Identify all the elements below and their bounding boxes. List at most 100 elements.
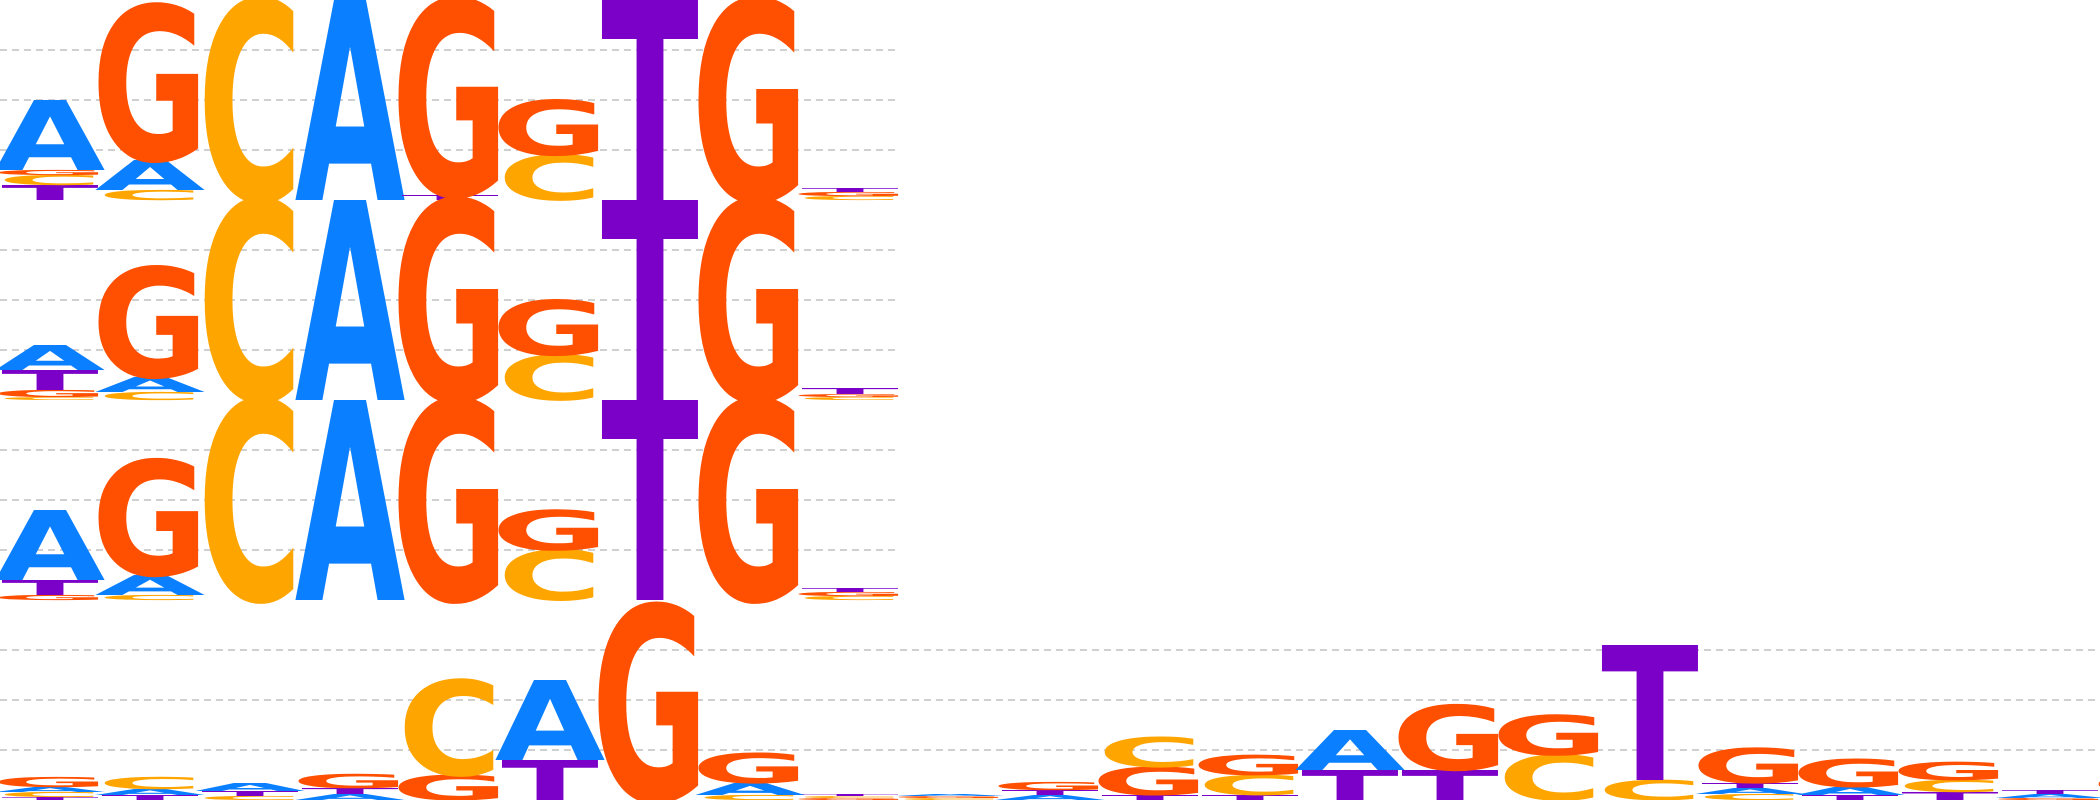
- logo-column-7: G: [591, 552, 708, 800]
- logo-letter-a: A: [295, 792, 406, 800]
- logo-letter-g: G: [391, 0, 508, 259]
- logo-letter-a: A: [0, 339, 105, 379]
- logo-column-20: TCG: [1891, 757, 2008, 800]
- logo-letter-g: G: [1391, 688, 1508, 792]
- logo-letter-c: C: [198, 0, 303, 265]
- logo-column-4: A: [295, 145, 406, 465]
- logo-letter-g: G: [1691, 739, 1808, 795]
- logo-column-5: TG: [391, 0, 508, 259]
- logo-letter-a: A: [0, 81, 105, 193]
- logo-letter-c: C: [798, 396, 903, 401]
- logo-letter-c: C: [98, 594, 203, 602]
- logo-column-7: T: [601, 345, 698, 665]
- logo-column-5: G: [391, 345, 508, 665]
- logo-letter-g: G: [491, 285, 608, 373]
- logo-letter-t: T: [601, 145, 698, 465]
- logo-letter-g: G: [1891, 757, 2008, 786]
- logo-column-12: TGC: [1091, 729, 1208, 800]
- logo-column-15: TG: [1391, 688, 1508, 800]
- logo-letter-a: A: [95, 152, 206, 200]
- logo-letter-a: A: [0, 786, 105, 794]
- logo-column-2: CAG: [91, 237, 208, 413]
- logo-column-14: TA: [1295, 719, 1406, 800]
- logo-letter-t: T: [801, 386, 898, 396]
- logo-letter-t: T: [1901, 790, 1998, 800]
- logo-letter-c: C: [698, 794, 803, 800]
- logo-letter-g: G: [691, 745, 808, 793]
- logo-letter-c: C: [0, 791, 102, 799]
- logo-letter-g: G: [791, 591, 908, 597]
- logo-column-7: T: [601, 145, 698, 465]
- logo-letter-t: T: [601, 345, 698, 665]
- logo-letter-c: C: [1898, 777, 2003, 796]
- logo-letter-g: G: [891, 795, 1008, 798]
- logo-letter-g: G: [791, 797, 908, 800]
- logo-column-2: CAG: [91, 429, 208, 612]
- logo-letter-t: T: [1201, 794, 1298, 800]
- logo-letter-g: G: [0, 388, 109, 399]
- logo-column-22: ATG: [2091, 770, 2100, 800]
- logo-letter-c: C: [0, 396, 102, 401]
- logo-column-5: GC: [391, 655, 508, 800]
- logo-letter-a: A: [1295, 719, 1406, 783]
- logo-letter-a: A: [95, 570, 206, 602]
- logo-letter-t: T: [1801, 794, 1898, 800]
- logo-column-19: TAG: [1791, 751, 1908, 800]
- logo-letter-c: C: [798, 595, 903, 601]
- logo-column-13: TCG: [1191, 750, 1308, 800]
- logo-letter-c: C: [1098, 729, 1203, 777]
- logo-letter-g: G: [91, 0, 208, 210]
- logo-letter-c: C: [98, 187, 203, 203]
- logo-letter-g: G: [1491, 704, 1608, 768]
- logo-letter-c: C: [798, 795, 903, 798]
- logo-letter-c: C: [1198, 770, 1303, 800]
- logo-letter-t: T: [801, 587, 899, 593]
- logo-letter-t: T: [1001, 789, 1098, 797]
- logo-letter-a: A: [495, 659, 606, 787]
- logo-letter-t: T: [1, 181, 99, 205]
- logo-letter-a: A: [1995, 793, 2100, 799]
- logo-letter-t: T: [501, 749, 599, 800]
- logo-letter-a: A: [2095, 797, 2100, 800]
- logo-column-6: CG: [491, 85, 608, 215]
- logo-column-9: GCT: [791, 793, 908, 800]
- logo-letter-g: G: [691, 145, 808, 465]
- logo-letter-g: G: [0, 774, 109, 790]
- logo-letter-t: T: [801, 793, 899, 796]
- logo-letter-t: T: [1, 576, 99, 600]
- logo-letter-g: G: [591, 552, 708, 800]
- logo-column-7: T: [601, 0, 698, 265]
- logo-column-2: TAC: [95, 774, 206, 800]
- logo-letter-g: G: [391, 769, 508, 800]
- logo-column-9: CGT: [791, 187, 908, 201]
- logo-letter-a: A: [95, 373, 206, 397]
- logo-letter-g: G: [1791, 751, 1908, 796]
- logo-letter-a: A: [295, 145, 406, 465]
- logo-letter-t: T: [201, 790, 298, 798]
- logo-letter-a: A: [1695, 786, 1806, 796]
- logo-column-11: ATG: [991, 780, 1108, 800]
- logo-letter-a: A: [695, 780, 806, 799]
- logo-letter-a: A: [295, 345, 406, 665]
- logo-letter-t: T: [1701, 782, 1798, 790]
- logo-column-8: G: [691, 345, 808, 665]
- logo-column-6: TA: [495, 659, 606, 800]
- logo-letter-c: C: [198, 345, 303, 665]
- logo-column-8: G: [691, 145, 808, 465]
- logo-letter-g: G: [91, 429, 208, 612]
- logo-letter-a: A: [295, 0, 406, 265]
- logo-letter-c: C: [198, 795, 303, 800]
- logo-letter-g: G: [1991, 797, 2100, 800]
- logo-letter-g: G: [791, 191, 908, 197]
- logo-letter-g: G: [0, 169, 109, 177]
- logo-letter-g: G: [391, 145, 508, 465]
- logo-column-8: CAG: [691, 745, 808, 800]
- logo-letter-t: T: [401, 194, 498, 202]
- logo-letter-a: A: [995, 794, 1106, 800]
- logo-column-2: CAG: [91, 0, 208, 210]
